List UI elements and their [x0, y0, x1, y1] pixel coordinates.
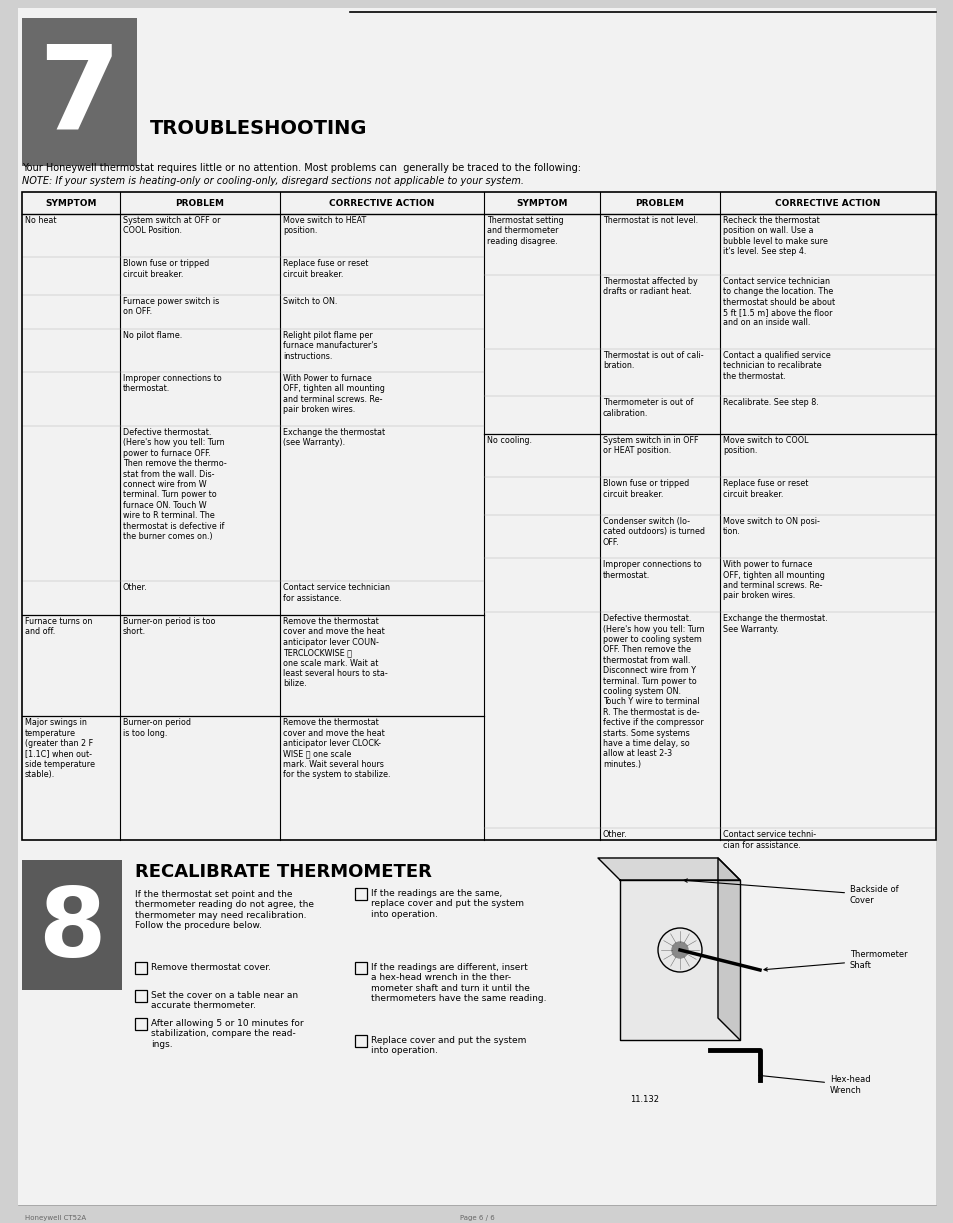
Bar [22, 192, 935, 840]
Text: System switch at OFF or
COOL Position.: System switch at OFF or COOL Position. [123, 216, 220, 235]
Text: Furnace power switch is
on OFF.: Furnace power switch is on OFF. [123, 297, 219, 317]
Text: Replace cover and put the system
into operation.: Replace cover and put the system into op… [371, 1036, 526, 1055]
Text: Condenser switch (lo-
cated outdoors) is turned
OFF.: Condenser switch (lo- cated outdoors) is… [602, 517, 704, 547]
Text: If the thermostat set point and the
thermometer reading do not agree, the
thermo: If the thermostat set point and the ther… [135, 890, 314, 931]
Bar [355, 1035, 367, 1047]
Bar [22, 18, 137, 166]
Polygon shape [619, 881, 740, 1040]
Text: System switch in in OFF
or HEAT position.: System switch in in OFF or HEAT position… [602, 437, 698, 455]
Text: Other.: Other. [602, 830, 627, 839]
Circle shape [671, 942, 687, 958]
Text: Recheck the thermostat
position on wall. Use a
bubble level to make sure
it's le: Recheck the thermostat position on wall.… [722, 216, 827, 256]
Text: Other.: Other. [123, 583, 148, 592]
Text: Remove thermostat cover.: Remove thermostat cover. [151, 963, 271, 972]
Bar [355, 888, 367, 900]
Text: Recalibrate. See step 8.: Recalibrate. See step 8. [722, 399, 818, 407]
Text: PROBLEM: PROBLEM [175, 198, 224, 208]
Text: Major swings in
temperature
(greater than 2 F
[1.1C] when out-
side temperature
: Major swings in temperature (greater tha… [25, 718, 95, 779]
Text: SYMPTOM: SYMPTOM [516, 198, 567, 208]
Polygon shape [598, 859, 740, 881]
Text: Defective thermostat.
(Here's how you tell: Turn
power to cooling system
OFF. Th: Defective thermostat. (Here's how you te… [602, 614, 704, 769]
Text: CORRECTIVE ACTION: CORRECTIVE ACTION [329, 198, 435, 208]
Bar [22, 860, 122, 989]
Text: Remove the thermostat
cover and move the heat
anticipator lever CLOCK-
WISE ⮢ on: Remove the thermostat cover and move the… [283, 718, 390, 779]
Polygon shape [718, 859, 740, 1040]
Text: Backside of
Cover: Backside of Cover [683, 879, 898, 905]
Text: Exchange the thermostat
(see Warranty).: Exchange the thermostat (see Warranty). [283, 428, 385, 448]
Text: If the readings are the same,
replace cover and put the system
into operation.: If the readings are the same, replace co… [371, 889, 523, 918]
Text: Improper connections to
thermostat.: Improper connections to thermostat. [123, 374, 221, 394]
Text: Set the cover on a table near an
accurate thermometer.: Set the cover on a table near an accurat… [151, 991, 297, 1010]
Text: Replace fuse or reset
circuit breaker.: Replace fuse or reset circuit breaker. [283, 259, 368, 279]
Text: Contact a qualified service
technician to recalibrate
the thermostat.: Contact a qualified service technician t… [722, 351, 830, 380]
Text: With power to furnace
OFF, tighten all mounting
and terminal screws. Re-
pair br: With power to furnace OFF, tighten all m… [722, 560, 824, 600]
Text: Remove the thermostat
cover and move the heat
anticipator lever COUN-
TERCLOCKWI: Remove the thermostat cover and move the… [283, 616, 387, 689]
Text: Relight pilot flame per
furnace manufacturer's
instructions.: Relight pilot flame per furnace manufact… [283, 330, 377, 361]
Text: 8: 8 [38, 883, 106, 976]
Text: No pilot flame.: No pilot flame. [123, 330, 182, 340]
Text: Thermostat setting
and thermometer
reading disagree.: Thermostat setting and thermometer readi… [486, 216, 563, 246]
Text: Thermostat is not level.: Thermostat is not level. [602, 216, 698, 225]
Text: TROUBLESHOOTING: TROUBLESHOOTING [150, 119, 367, 137]
Bar [135, 989, 147, 1002]
Text: SYMPTOM: SYMPTOM [45, 198, 96, 208]
Text: Contact service technician
to change the location. The
thermostat should be abou: Contact service technician to change the… [722, 276, 834, 328]
Text: Thermometer is out of
calibration.: Thermometer is out of calibration. [602, 399, 693, 417]
Text: Honeywell CT52A: Honeywell CT52A [25, 1214, 86, 1221]
Text: Thermostat affected by
drafts or radiant heat.: Thermostat affected by drafts or radiant… [602, 276, 697, 296]
Text: Replace fuse or reset
circuit breaker.: Replace fuse or reset circuit breaker. [722, 479, 807, 499]
Text: Hex-head
Wrench: Hex-head Wrench [759, 1074, 870, 1095]
Bar [355, 963, 367, 974]
Text: Improper connections to
thermostat.: Improper connections to thermostat. [602, 560, 701, 580]
Text: No cooling.: No cooling. [486, 437, 532, 445]
Text: RECALIBRATE THERMOMETER: RECALIBRATE THERMOMETER [135, 863, 432, 881]
Bar [135, 963, 147, 974]
Text: 11.132: 11.132 [629, 1095, 659, 1104]
Text: Your Honeywell thermostat requires little or no attention. Most problems can  ge: Your Honeywell thermostat requires littl… [22, 163, 580, 172]
Text: 7: 7 [38, 39, 120, 154]
Text: Burner-on period is too
short.: Burner-on period is too short. [123, 616, 215, 636]
Text: Page 6 / 6: Page 6 / 6 [459, 1214, 494, 1221]
Text: Move switch to HEAT
position.: Move switch to HEAT position. [283, 216, 366, 235]
Text: CORRECTIVE ACTION: CORRECTIVE ACTION [775, 198, 880, 208]
Text: PROBLEM: PROBLEM [635, 198, 684, 208]
Text: Move switch to ON posi-
tion.: Move switch to ON posi- tion. [722, 517, 819, 537]
Text: Defective thermostat.
(Here's how you tell: Turn
power to furnace OFF.
Then remo: Defective thermostat. (Here's how you te… [123, 428, 227, 541]
Text: NOTE: If your system is heating-only or cooling-only, disregard sections not app: NOTE: If your system is heating-only or … [22, 176, 523, 186]
Text: Blown fuse or tripped
circuit breaker.: Blown fuse or tripped circuit breaker. [602, 479, 688, 499]
Text: If the readings are different, insert
a hex-head wrench in the ther-
mometer sha: If the readings are different, insert a … [371, 963, 546, 1003]
Text: Contact service technician
for assistance.: Contact service technician for assistanc… [283, 583, 390, 603]
Text: Move switch to COOL
position.: Move switch to COOL position. [722, 437, 807, 455]
Text: Thermostat is out of cali-
bration.: Thermostat is out of cali- bration. [602, 351, 703, 371]
Text: After allowing 5 or 10 minutes for
stabilization, compare the read-
ings.: After allowing 5 or 10 minutes for stabi… [151, 1019, 303, 1049]
Text: No heat: No heat [25, 216, 56, 225]
Text: Contact service techni-
cian for assistance.: Contact service techni- cian for assista… [722, 830, 815, 850]
Bar [135, 1018, 147, 1030]
Text: Furnace turns on
and off.: Furnace turns on and off. [25, 616, 92, 636]
Text: Switch to ON.: Switch to ON. [283, 297, 337, 306]
Text: With Power to furnace
OFF, tighten all mounting
and terminal screws. Re-
pair br: With Power to furnace OFF, tighten all m… [283, 374, 384, 415]
Text: Thermometer
Shaft: Thermometer Shaft [763, 950, 906, 971]
Text: Blown fuse or tripped
circuit breaker.: Blown fuse or tripped circuit breaker. [123, 259, 209, 279]
Text: Burner-on period
is too long.: Burner-on period is too long. [123, 718, 191, 737]
Text: Exchange the thermostat.
See Warranty.: Exchange the thermostat. See Warranty. [722, 614, 827, 634]
